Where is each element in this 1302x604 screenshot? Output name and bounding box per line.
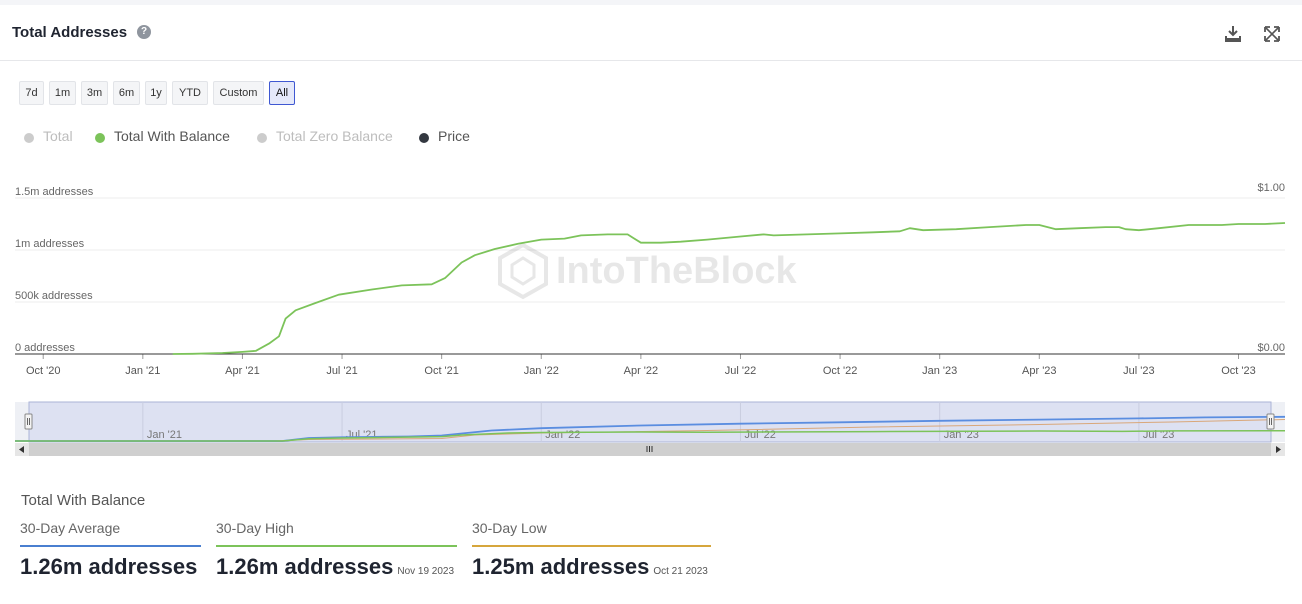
stat-value-text: 1.26m addresses <box>216 554 394 579</box>
y-tick-label: 1m addresses <box>15 238 85 250</box>
navigator-series-line <box>15 429 1286 442</box>
y-axis-labels: 0 addresses 500k addresses 1m addresses 1.5… <box>15 186 94 354</box>
legend-dot <box>95 133 105 143</box>
legend-label: Price <box>438 128 470 144</box>
stat-label: 30-Day High <box>216 520 294 536</box>
scroll-right-arrow[interactable] <box>1271 443 1285 456</box>
x-tick-label: Jan '21 <box>125 365 160 377</box>
main-chart: IntoTheBlock 0 addresses 500k addresses 1m… <box>15 182 1286 377</box>
navigator-series <box>15 415 1286 442</box>
x-tick-label: Oct '23 <box>1221 365 1256 377</box>
stat-value: 1.26m addresses <box>20 554 197 580</box>
stat-value-text: 1.26m addresses <box>20 554 198 579</box>
x-tick-label: Jul '21 <box>326 365 357 377</box>
stat-underline <box>216 545 457 547</box>
x-tick-label: Jan '22 <box>524 365 559 377</box>
series-line-total-with-balance[interactable] <box>172 222 1286 355</box>
card-header: Total Addresses ? <box>0 5 1302 61</box>
x-tick-label: Apr '21 <box>225 365 260 377</box>
page-title: Total Addresses <box>12 24 128 41</box>
expand-icon <box>1264 26 1280 42</box>
legend-dot <box>419 133 429 143</box>
navigator-tick-label: Jan '22 <box>545 429 580 441</box>
x-tick-label: Jul '23 <box>1123 365 1154 377</box>
stat-date: Nov 19 2023 <box>397 566 455 577</box>
navigator-grid <box>142 402 1140 442</box>
watermark: IntoTheBlock <box>498 242 798 300</box>
download-button[interactable] <box>1223 24 1243 44</box>
watermark-text: IntoTheBlock <box>556 250 798 292</box>
stat-value-text: 1.25m addresses <box>472 554 650 579</box>
navigator-left-handle[interactable] <box>24 413 33 430</box>
x-axis-labels: Oct '20 Jan '21 Apr '21 Jul '21 Oct '21 Jan '… <box>26 354 1256 377</box>
grid-lines <box>15 197 1285 303</box>
stat-underline <box>472 545 711 547</box>
x-tick-label: Oct '22 <box>823 365 858 377</box>
scroll-left-arrow[interactable] <box>15 443 29 456</box>
y-tick-label: 0 addresses <box>15 342 75 354</box>
x-tick-label: Apr '22 <box>624 365 659 377</box>
scrollbar-grip <box>646 446 653 452</box>
legend-label: Total <box>43 128 73 144</box>
y-tick-label: 1.5m addresses <box>15 186 94 198</box>
legend-label: Total Zero Balance <box>276 128 393 144</box>
range-all-button[interactable]: All <box>269 81 295 105</box>
navigator-tick-label: Jul '22 <box>744 429 775 441</box>
navigator-selection[interactable] <box>28 401 1272 443</box>
legend-dot <box>24 133 34 143</box>
stat-value: 1.25m addresses Oct 21 2023 <box>472 554 708 580</box>
range-ytd-button[interactable]: YTD <box>172 81 208 105</box>
legend-dot <box>257 133 267 143</box>
download-icon <box>1225 26 1241 42</box>
stat-label: 30-Day Average <box>20 520 121 536</box>
series-lines <box>172 222 1286 355</box>
x-tick-label: Jan '23 <box>922 365 957 377</box>
y-axis-right-labels: $0.00 $1.00 <box>1257 182 1285 354</box>
range-7d-button[interactable]: 7d <box>19 81 44 105</box>
range-1m-button[interactable]: 1m <box>49 81 76 105</box>
help-icon[interactable]: ? <box>137 25 151 39</box>
navigator-tick-label: Jul '23 <box>1143 429 1174 441</box>
range-custom-button[interactable]: Custom <box>213 81 264 105</box>
y-right-tick-label: $0.00 <box>1257 342 1285 354</box>
navigator[interactable]: Jan '21 Jul '21 Jan '22 Jul '22 Jan '23 Jul '… <box>0 400 1302 460</box>
y-right-tick-label: $1.00 <box>1257 182 1285 194</box>
range-6m-button[interactable]: 6m <box>113 81 140 105</box>
y-tick-label: 500k addresses <box>15 290 93 302</box>
x-tick-label: Oct '21 <box>424 365 459 377</box>
navigator-right-handle[interactable] <box>1266 413 1275 430</box>
top-strip <box>0 0 1302 5</box>
navigator-tick-label: Jan '21 <box>147 429 182 441</box>
range-3m-button[interactable]: 3m <box>81 81 108 105</box>
summary-title: Total With Balance <box>21 492 146 509</box>
stat-underline <box>20 545 201 547</box>
legend-label: Total With Balance <box>114 128 230 144</box>
range-1y-button[interactable]: 1y <box>145 81 167 105</box>
x-tick-label: Jul '22 <box>725 365 756 377</box>
stat-date: Oct 21 2023 <box>653 566 708 577</box>
x-tick-label: Oct '20 <box>26 365 61 377</box>
stat-value: 1.26m addresses Nov 19 2023 <box>216 554 454 580</box>
fullscreen-button[interactable] <box>1262 24 1282 44</box>
x-tick-label: Apr '23 <box>1022 365 1057 377</box>
stat-label: 30-Day Low <box>472 520 547 536</box>
